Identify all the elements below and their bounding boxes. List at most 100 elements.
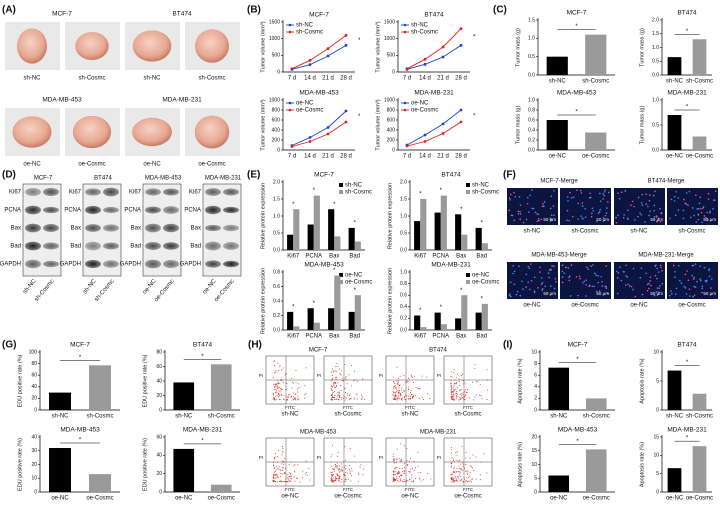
tumor [12, 116, 52, 148]
event [278, 382, 280, 384]
cell-dot [570, 197, 573, 199]
event [483, 453, 485, 455]
cell-dot [693, 214, 695, 217]
bar [455, 214, 462, 250]
cell-dot [615, 216, 617, 219]
annotation: * [686, 436, 689, 442]
x-tick-label: sh-NC [175, 414, 193, 420]
legend-marker [403, 108, 407, 112]
event [293, 382, 295, 384]
panel-label: (E) [247, 170, 260, 181]
x-tick-label: Bax [329, 334, 339, 340]
event [450, 396, 452, 398]
y-tick-label: 500 [387, 53, 396, 59]
cell-dot [705, 280, 708, 283]
cell-dot [599, 208, 601, 211]
y-tick-label: 0.5 [528, 54, 535, 60]
point [308, 136, 312, 139]
event [275, 371, 277, 373]
tumor [195, 29, 229, 63]
y-tick-label: 2.0 [400, 179, 407, 185]
event [401, 398, 403, 400]
event [282, 381, 284, 383]
cell-dot [537, 287, 539, 289]
event [479, 474, 481, 476]
event [475, 394, 477, 396]
event [393, 386, 395, 388]
event [290, 472, 292, 474]
event [466, 461, 468, 463]
cell-dot [671, 292, 673, 295]
cell-dot [529, 194, 531, 197]
cell-dot [648, 282, 650, 285]
event [348, 374, 350, 376]
bar [328, 209, 335, 250]
event [452, 397, 454, 399]
event [277, 392, 279, 394]
cell-dot [653, 204, 656, 207]
event [280, 476, 282, 478]
cell-dot [705, 279, 708, 282]
event [394, 392, 396, 394]
y-tick-label: 0 [534, 407, 537, 413]
event [403, 469, 405, 471]
y-tick-label: 1.0 [400, 269, 407, 275]
event [290, 475, 292, 477]
cell-dot [599, 192, 601, 195]
y-tick-label: 800 [272, 107, 281, 113]
event [399, 390, 401, 392]
event [453, 389, 455, 391]
event [414, 395, 416, 397]
panel-label: (F) [503, 170, 516, 181]
event [486, 398, 488, 400]
event [272, 461, 274, 463]
bar [481, 243, 488, 250]
event [418, 388, 420, 390]
event [278, 370, 280, 372]
event [353, 370, 355, 372]
event [339, 465, 341, 467]
x-tick-label: sh-NC [666, 79, 684, 85]
cell-dot [522, 221, 525, 224]
x-tick-label: 14 d [419, 154, 431, 160]
protein-label: PCNA [64, 208, 81, 214]
cell-dot [533, 290, 536, 292]
event [336, 455, 338, 457]
cell-dot [591, 207, 594, 210]
event [466, 472, 468, 474]
photo-label: sh-Cosmc [198, 76, 225, 82]
event [280, 379, 282, 381]
cell-dot [566, 196, 569, 198]
event [272, 392, 274, 394]
blot-band [163, 206, 179, 214]
event [274, 372, 276, 374]
cell-dot [550, 269, 552, 271]
event [272, 481, 274, 483]
tumor [72, 115, 112, 149]
event [394, 394, 396, 396]
event [463, 383, 465, 385]
x-tick-label: oe-NC [51, 496, 69, 502]
event [393, 385, 395, 387]
event [407, 463, 409, 465]
event [396, 477, 398, 479]
event [411, 481, 413, 483]
event [344, 391, 346, 393]
event [330, 385, 332, 387]
event [335, 478, 337, 480]
cell-dot [618, 197, 621, 200]
cell-dot [702, 206, 705, 208]
event [465, 479, 467, 481]
event [331, 444, 333, 446]
chart-title: MDA-MB-231 [431, 262, 471, 269]
event [404, 381, 406, 383]
y-axis-label: Tumor mass (g) [639, 106, 645, 145]
event [332, 397, 334, 399]
cell-dot [584, 216, 587, 218]
cell-dot [579, 189, 582, 192]
event [421, 397, 423, 399]
cell-dot [575, 276, 578, 278]
cell-dot [509, 281, 512, 284]
event [460, 479, 462, 481]
